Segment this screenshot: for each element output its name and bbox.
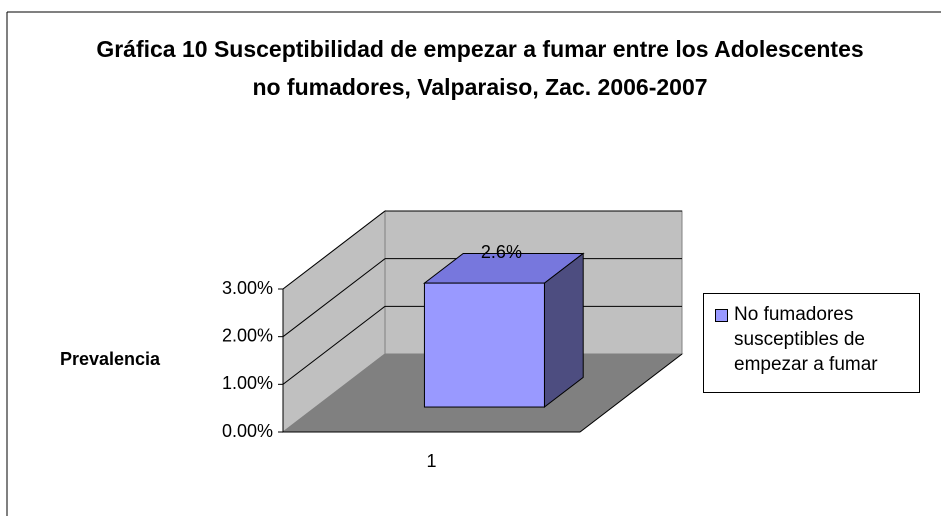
grid-line: [282, 258, 386, 338]
data-label: 2.6%: [481, 242, 522, 262]
legend-label: No fumadores susceptibles de empezar a f…: [734, 304, 878, 375]
y-tick-label: 3.00%: [222, 278, 273, 298]
y-tick-label: 2.00%: [222, 325, 273, 345]
x-tick-label: 1: [426, 451, 436, 471]
y-tick-label: 1.00%: [222, 373, 273, 393]
floor-edge: [579, 353, 683, 433]
grid-line: [282, 305, 386, 385]
y-tick-label: 0.00%: [222, 421, 273, 441]
chart-title: Gráfica 10 Susceptibilidad de empezar a …: [96, 36, 864, 100]
legend-key: [715, 309, 728, 322]
y-axis-label: Prevalencia: [60, 349, 161, 369]
grid-line: [282, 210, 386, 290]
bar: [423, 282, 545, 408]
legend: No fumadores susceptibles de empezar a f…: [703, 293, 920, 393]
